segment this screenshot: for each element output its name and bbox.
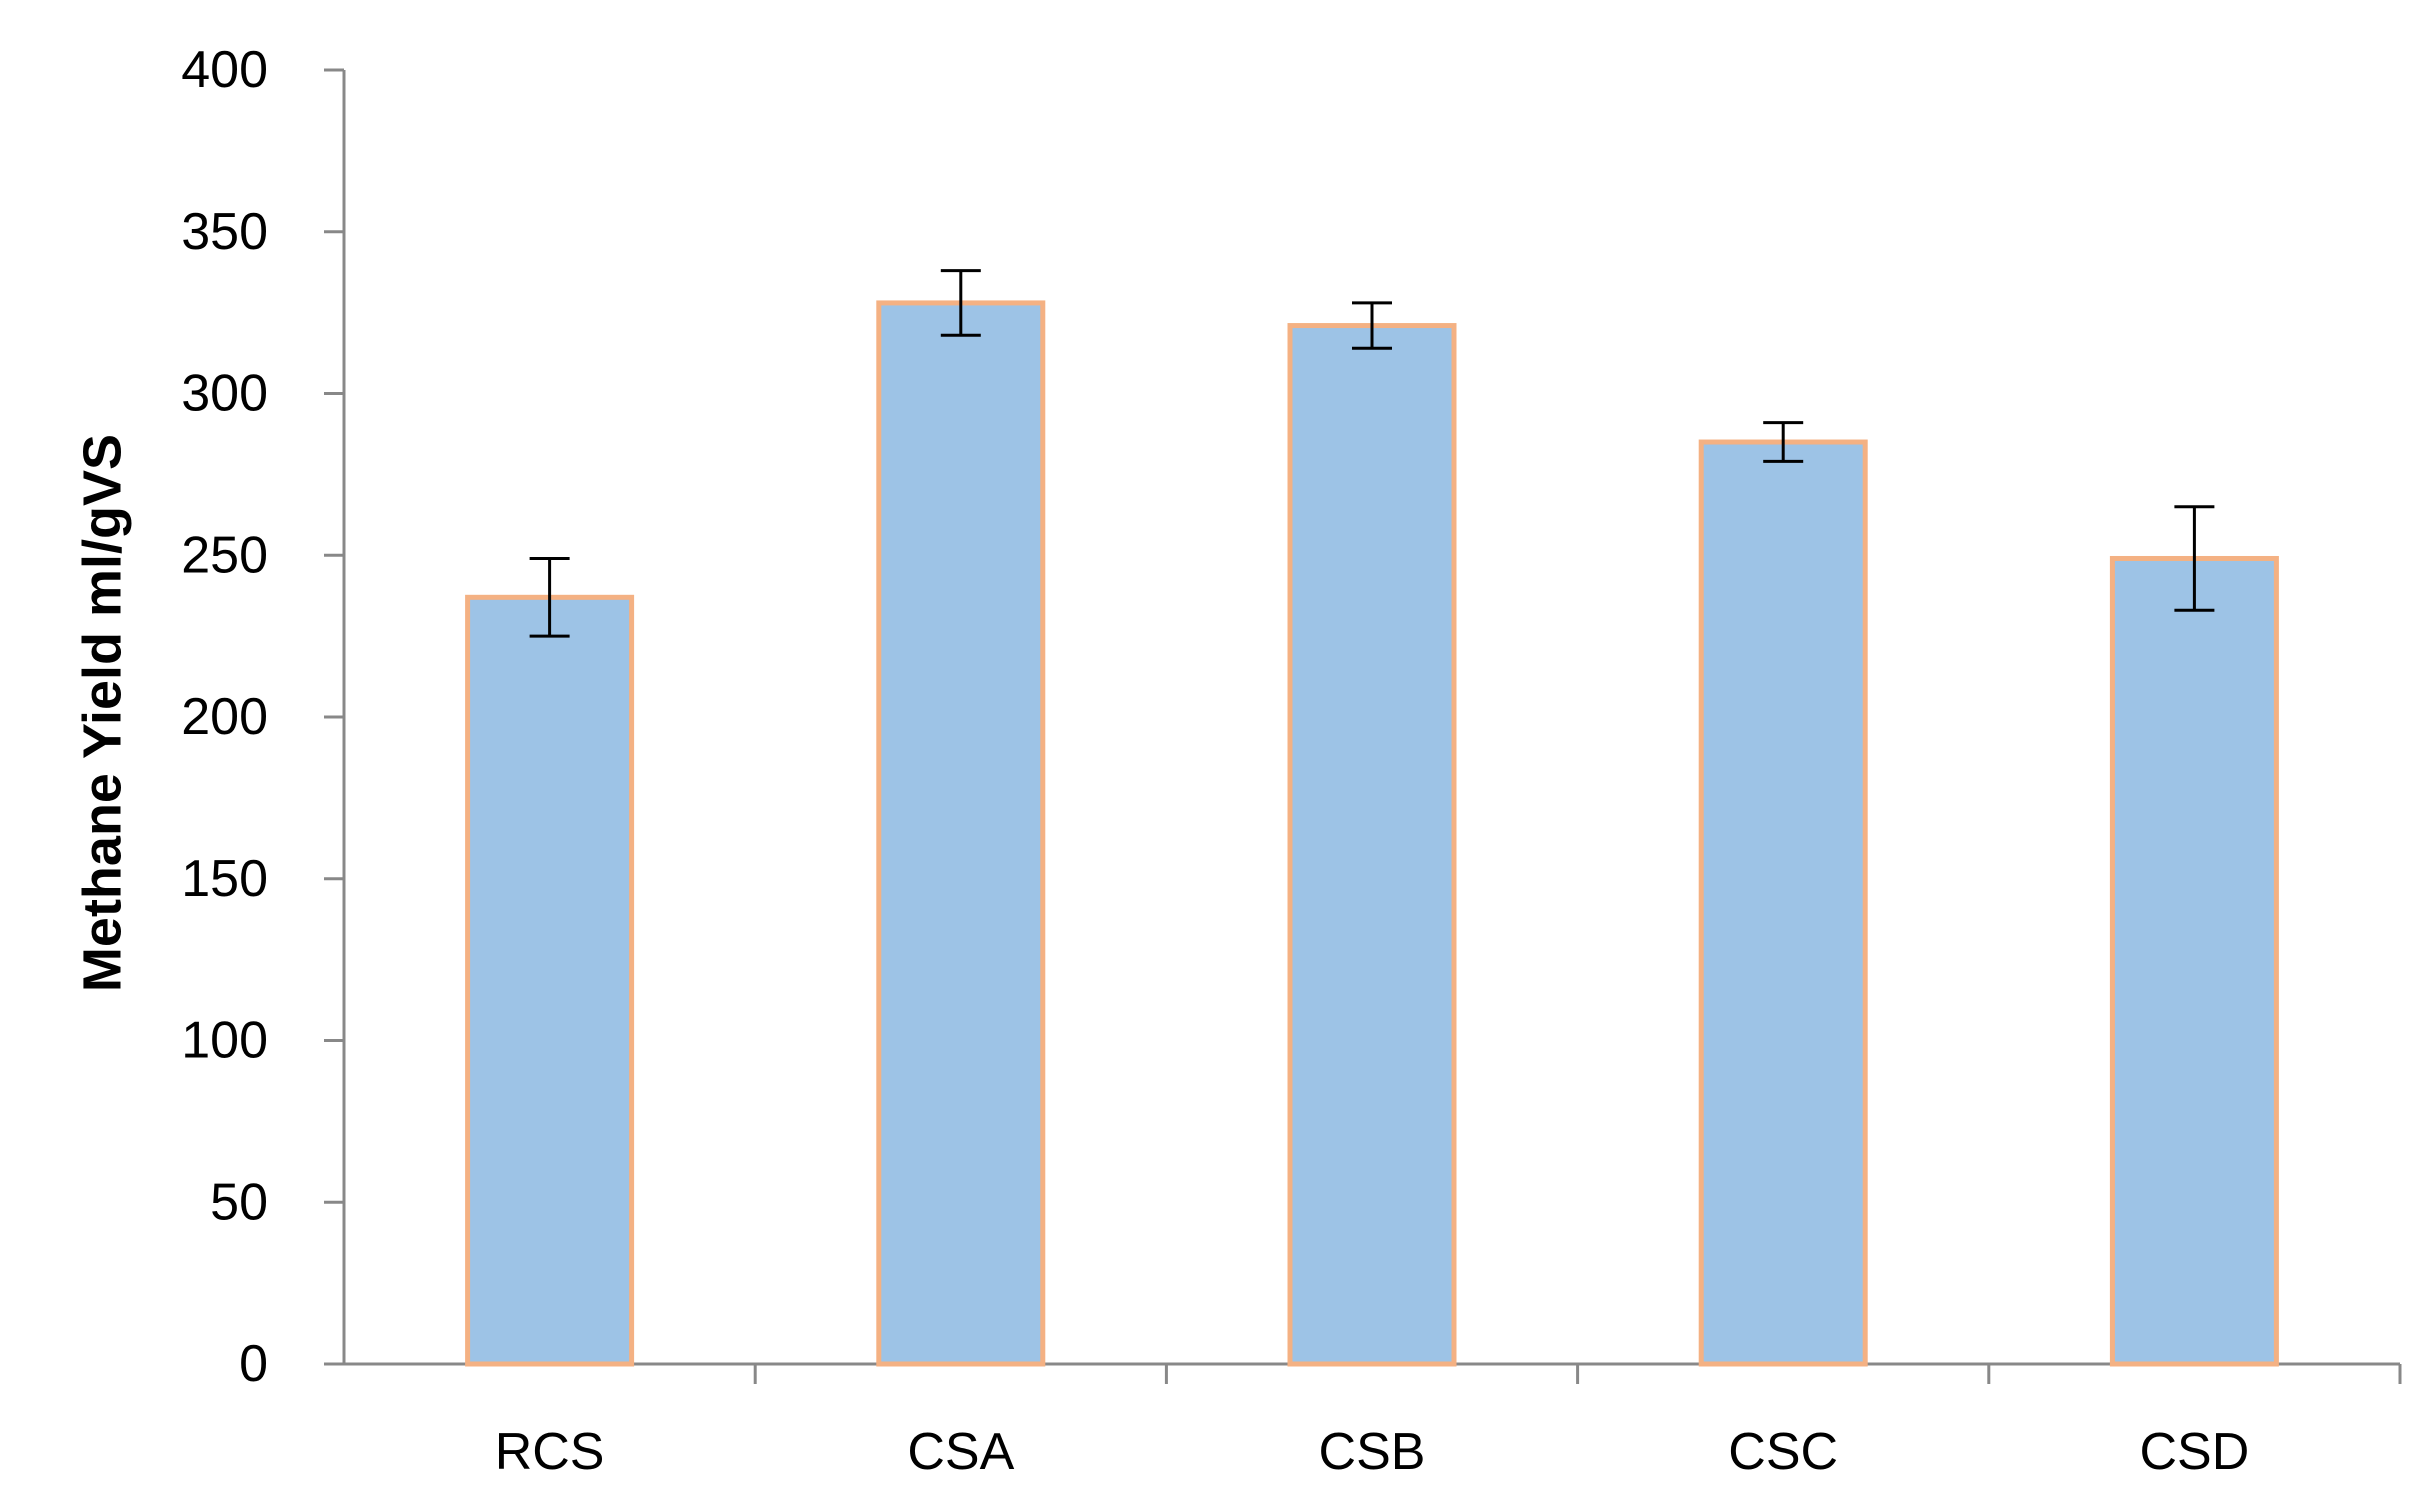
error-bar-rcs: [529, 556, 570, 638]
x-tick-label: CSA: [907, 1423, 1014, 1481]
y-tick-label: 300: [181, 365, 268, 423]
error-bar-csd: [2174, 505, 2215, 612]
x-tick-label: CSD: [2140, 1423, 2250, 1481]
y-tick-label: 50: [210, 1173, 268, 1231]
y-tick-label: 150: [181, 850, 268, 908]
bars-group: [465, 300, 2279, 1367]
error-bar-csc: [1763, 421, 1804, 463]
y-tick-label: 100: [181, 1012, 268, 1070]
error-bar-csa: [940, 269, 981, 337]
y-tick-label: 0: [239, 1335, 268, 1393]
bar-rcs: [465, 594, 635, 1367]
y-tick-label: 400: [181, 41, 268, 99]
y-axis-title: Methane Yield ml/gVS: [72, 434, 132, 992]
y-tick-label: 250: [181, 526, 268, 584]
bar-csa: [876, 300, 1046, 1367]
bar-csd: [2109, 555, 2279, 1367]
bar-csc: [1698, 439, 1868, 1367]
error-bar-csb: [1352, 301, 1392, 350]
y-axis: 0 50 100 150 200 250 300 350 400: [181, 41, 346, 1393]
x-axis: RCS CSA CSB CSC CSD: [344, 1362, 2402, 1481]
x-tick-label: CSB: [1319, 1423, 1426, 1481]
y-tick-label: 350: [181, 203, 268, 261]
bar-csb: [1287, 323, 1457, 1367]
error-bars-group: [529, 269, 2215, 638]
x-tick-label: RCS: [495, 1423, 605, 1481]
y-tick-label: 200: [181, 688, 268, 746]
x-tick-label: CSC: [1728, 1423, 1838, 1481]
